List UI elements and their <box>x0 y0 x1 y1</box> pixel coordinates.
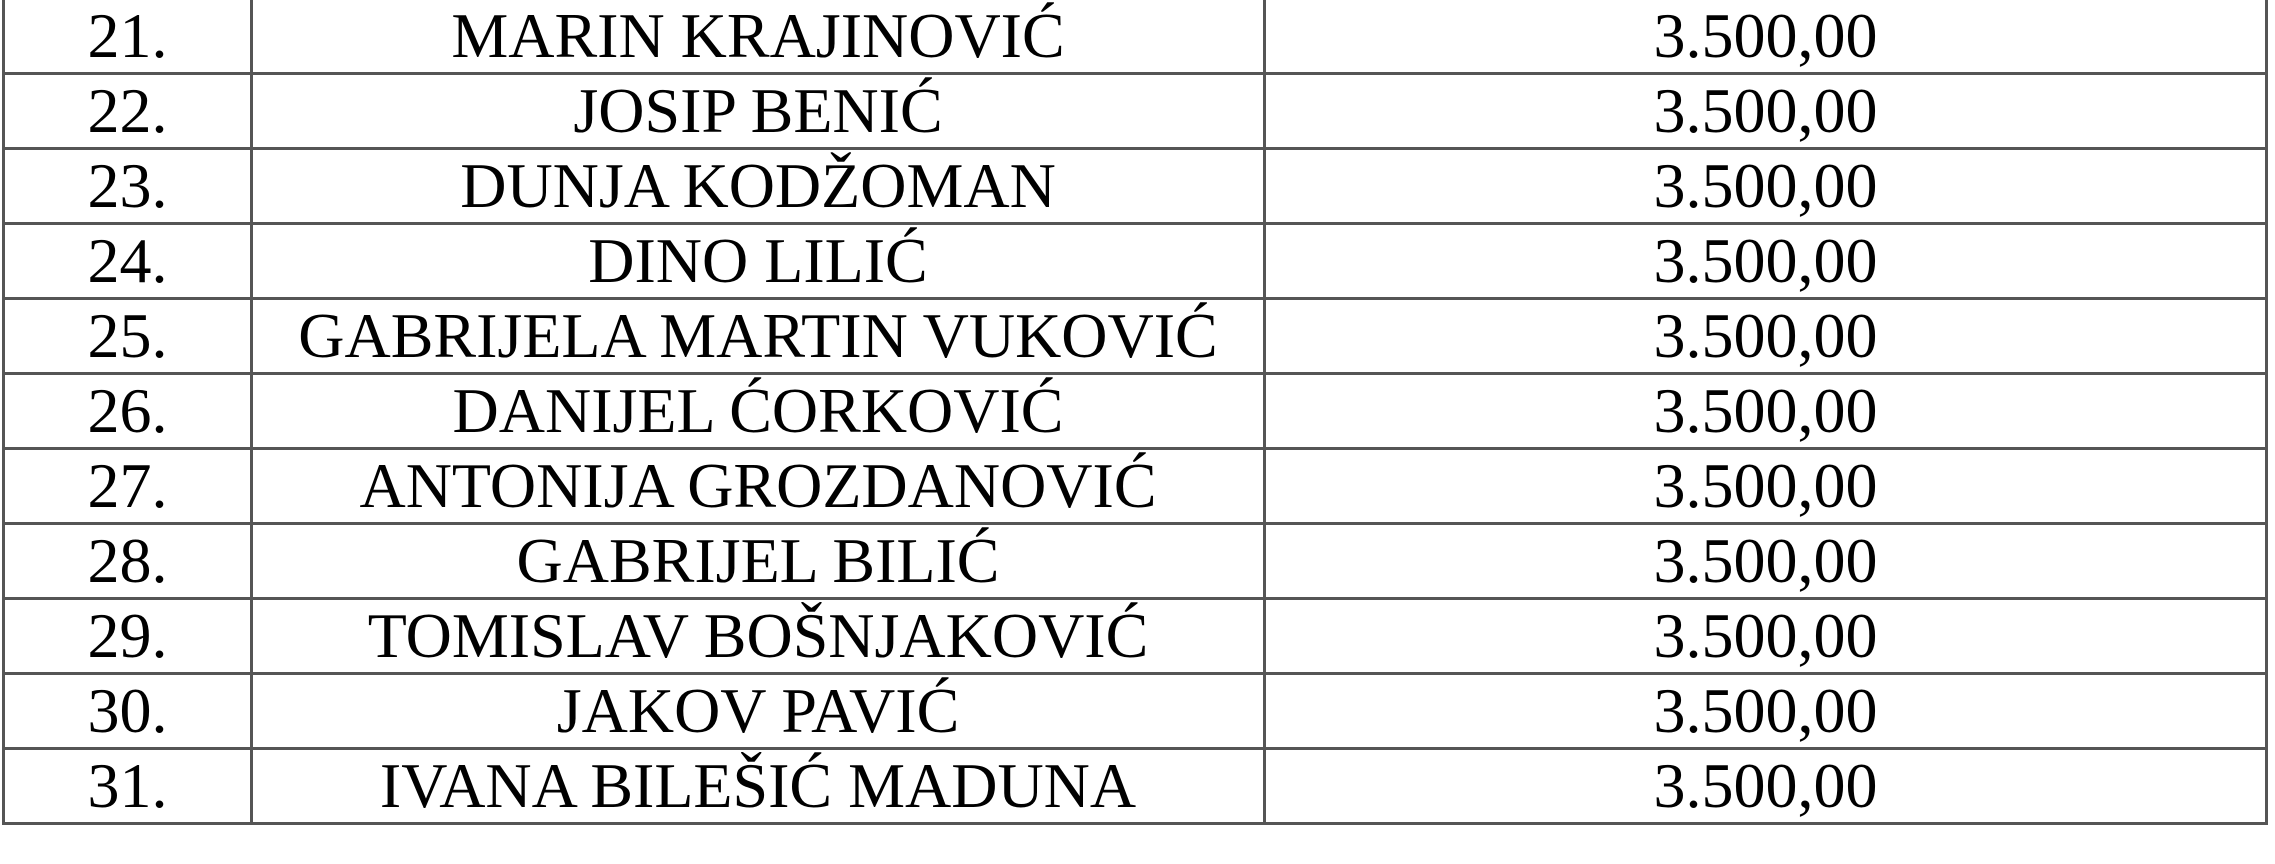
person-name: TOMISLAV BOŠNJAKOVIĆ <box>250 597 1266 675</box>
amount: 3.500,00 <box>1263 672 2268 750</box>
row-number: 30. <box>2 672 253 750</box>
table-row: 27. ANTONIJA GROZDANOVIĆ 3.500,00 <box>2 447 2268 525</box>
amount: 3.500,00 <box>1263 0 2268 75</box>
table-body: 21. MARIN KRAJINOVIĆ 3.500,00 22. JOSIP BENI… <box>2 0 2268 825</box>
row-number: 25. <box>2 297 253 375</box>
table-row: 25. GABRIJELA MARTIN VUKOVIĆ 3.500,00 <box>2 297 2268 375</box>
table-row: 29. TOMISLAV BOŠNJAKOVIĆ 3.500,00 <box>2 597 2268 675</box>
amount: 3.500,00 <box>1263 297 2268 375</box>
amount: 3.500,00 <box>1263 372 2268 450</box>
person-name: GABRIJEL BILIĆ <box>250 522 1266 600</box>
row-number: 22. <box>2 72 253 150</box>
row-number: 28. <box>2 522 253 600</box>
person-name: DUNJA KODŽOMAN <box>250 147 1266 225</box>
amount: 3.500,00 <box>1263 747 2268 825</box>
person-name: DANIJEL ĆORKOVIĆ <box>250 372 1266 450</box>
person-name: DINO LILIĆ <box>250 222 1266 300</box>
row-number: 23. <box>2 147 253 225</box>
row-number: 26. <box>2 372 253 450</box>
table-row: 22. JOSIP BENIĆ 3.500,00 <box>2 72 2268 150</box>
amount: 3.500,00 <box>1263 447 2268 525</box>
row-number: 27. <box>2 447 253 525</box>
payment-table: 21. MARIN KRAJINOVIĆ 3.500,00 22. JOSIP BENI… <box>2 0 2268 825</box>
amount: 3.500,00 <box>1263 72 2268 150</box>
person-name: JAKOV PAVIĆ <box>250 672 1266 750</box>
table-row: 28. GABRIJEL BILIĆ 3.500,00 <box>2 522 2268 600</box>
table-row: 21. MARIN KRAJINOVIĆ 3.500,00 <box>2 0 2268 75</box>
row-number: 24. <box>2 222 253 300</box>
row-number: 21. <box>2 0 253 75</box>
table-row: 23. DUNJA KODŽOMAN 3.500,00 <box>2 147 2268 225</box>
amount: 3.500,00 <box>1263 597 2268 675</box>
table-row: 24. DINO LILIĆ 3.500,00 <box>2 222 2268 300</box>
person-name: GABRIJELA MARTIN VUKOVIĆ <box>250 297 1266 375</box>
person-name: IVANA BILEŠIĆ MADUNA <box>250 747 1266 825</box>
row-number: 31. <box>2 747 253 825</box>
person-name: MARIN KRAJINOVIĆ <box>250 0 1266 75</box>
table-row: 26. DANIJEL ĆORKOVIĆ 3.500,00 <box>2 372 2268 450</box>
row-number: 29. <box>2 597 253 675</box>
amount: 3.500,00 <box>1263 522 2268 600</box>
amount: 3.500,00 <box>1263 222 2268 300</box>
table-row: 30. JAKOV PAVIĆ 3.500,00 <box>2 672 2268 750</box>
person-name: JOSIP BENIĆ <box>250 72 1266 150</box>
person-name: ANTONIJA GROZDANOVIĆ <box>250 447 1266 525</box>
amount: 3.500,00 <box>1263 147 2268 225</box>
table-row: 31. IVANA BILEŠIĆ MADUNA 3.500,00 <box>2 747 2268 825</box>
